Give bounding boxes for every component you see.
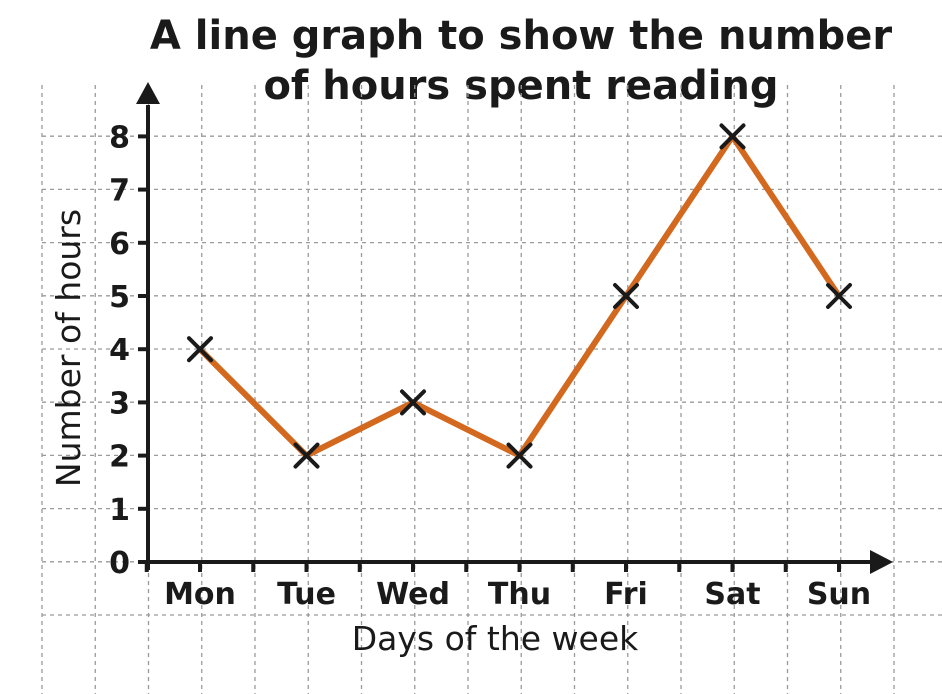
y-tick-label: 2	[109, 440, 130, 475]
x-axis-label: Days of the week	[352, 619, 639, 658]
chart-title-line-1: A line graph to show the number	[149, 13, 893, 59]
x-tick-label-mon: Mon	[164, 577, 236, 612]
y-tick-label: 1	[109, 493, 130, 528]
y-tick-label: 6	[109, 227, 130, 262]
data-point-sun	[826, 283, 852, 309]
y-axis-label: Number of hours	[49, 209, 88, 487]
series-line	[197, 133, 842, 459]
data-point-tue	[293, 442, 320, 469]
data-point-thu	[506, 442, 533, 469]
x-tick-label-tue: Tue	[277, 577, 336, 612]
y-tick-label: 0	[109, 546, 130, 581]
x-tick-label-thu: Thu	[488, 577, 551, 612]
x-tick-label-sun: Sun	[807, 577, 871, 612]
data-point-fri	[613, 283, 639, 309]
y-axis-arrow	[136, 82, 160, 104]
x-axis-arrow	[870, 550, 893, 574]
x-tick-label-sat: Sat	[704, 577, 760, 612]
y-tick-label: 7	[109, 174, 130, 209]
axes	[136, 82, 893, 574]
y-tick-label: 8	[109, 120, 130, 155]
x-axis-ticks: Mon Tue Wed Thu Fri Sat Sun	[144, 562, 871, 612]
x-tick-label-fri: Fri	[604, 577, 648, 612]
y-tick-label: 4	[109, 333, 130, 368]
y-axis-ticks: 0 1 2 3 4 5 6 7 8	[109, 120, 150, 581]
x-tick-label-wed: Wed	[376, 577, 450, 612]
y-tick-label: 3	[109, 386, 130, 421]
data-point-mon	[187, 336, 213, 363]
y-tick-label: 5	[109, 280, 130, 315]
series	[187, 123, 852, 469]
grid	[41, 85, 942, 694]
data-point-wed	[400, 389, 426, 416]
data-point-sat	[719, 123, 746, 150]
